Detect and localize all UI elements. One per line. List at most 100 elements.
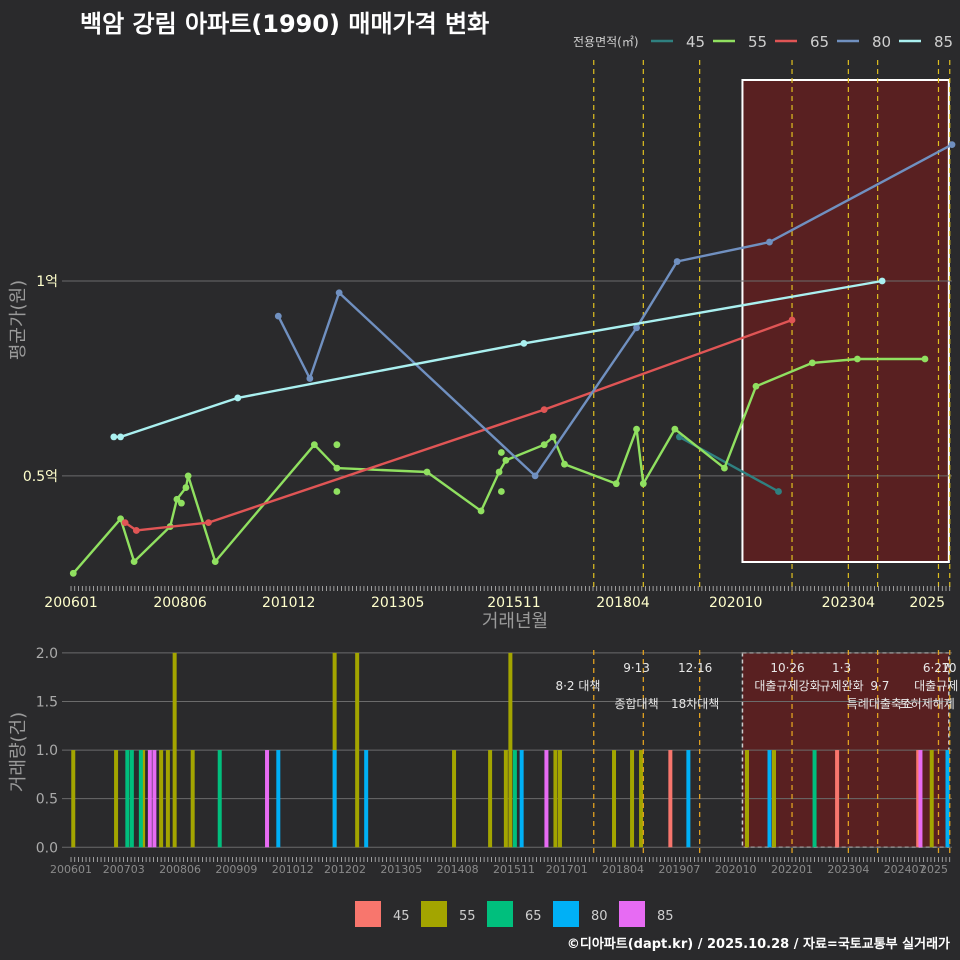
volume-bar-55 xyxy=(508,652,513,848)
x-tick-label: 202010 xyxy=(709,595,762,611)
volume-bar-45 xyxy=(835,750,840,848)
highlight-region xyxy=(741,79,950,563)
data-point-55 xyxy=(117,515,124,523)
data-point-65 xyxy=(788,316,796,324)
y-axis-title: 평균가(원) xyxy=(8,280,29,360)
data-point-55 xyxy=(502,456,510,464)
policy-label: 1·3 xyxy=(832,661,851,675)
y-tick-label: 0.5억 xyxy=(23,469,58,485)
data-point-55 xyxy=(721,464,728,472)
volume-bar-85 xyxy=(147,750,152,848)
legend-label-80: 80 xyxy=(591,909,608,924)
data-point-55 xyxy=(853,355,861,363)
data-point-55 xyxy=(633,425,640,433)
y-tick-label: 1.5 xyxy=(36,694,58,710)
volume-bar-65 xyxy=(125,750,130,848)
policy-label: 10·26 xyxy=(770,661,804,675)
data-point-45 xyxy=(775,488,782,495)
volume-bar-55 xyxy=(488,750,493,848)
volume-bar-55 xyxy=(71,750,76,848)
legend-swatch-65 xyxy=(487,901,513,927)
x-axis-title: 거래년월 xyxy=(482,611,548,632)
volume-bar-80 xyxy=(332,750,337,848)
data-point-55 xyxy=(310,441,318,449)
data-point-80 xyxy=(531,472,539,480)
data-point-80 xyxy=(948,141,956,149)
volume-bar-45 xyxy=(916,750,921,848)
data-point-55 xyxy=(639,480,647,488)
legend-label-80: 80 xyxy=(872,33,891,51)
policy-label: 특례대출축소 xyxy=(847,697,913,711)
data-point-55 xyxy=(540,441,548,449)
data-point-55 xyxy=(178,499,185,507)
x-tick-label: 201202 xyxy=(324,863,366,876)
volume-bar-65 xyxy=(217,750,222,848)
volume-bar-85 xyxy=(918,750,923,848)
volume-bar-55 xyxy=(452,750,457,848)
volume-bar-80 xyxy=(276,750,281,848)
data-point-65 xyxy=(205,519,212,527)
policy-label: 대출규제강화 xyxy=(754,679,820,693)
legend-swatch-85 xyxy=(619,901,645,927)
data-point-80 xyxy=(306,375,314,382)
data-point-55 xyxy=(130,558,138,566)
data-point-80 xyxy=(274,312,282,320)
data-point-55 xyxy=(333,488,341,495)
volume-bar-85 xyxy=(544,750,549,848)
data-point-55 xyxy=(69,569,77,577)
volume-bar-55 xyxy=(159,750,164,848)
policy-label: 9·7 xyxy=(870,679,889,693)
x-tick-label: 201701 xyxy=(546,863,588,876)
data-point-80 xyxy=(673,258,681,265)
data-point-65 xyxy=(121,519,129,527)
legend-swatch-80 xyxy=(553,901,579,927)
legend-label-45: 45 xyxy=(393,909,410,924)
policy-label: 18차대책 xyxy=(671,696,719,711)
x-tick-label: 202304 xyxy=(827,863,869,876)
y-tick-label: 1.0 xyxy=(36,743,58,759)
legend-label-45: 45 xyxy=(686,33,705,51)
x-tick-label: 202201 xyxy=(771,863,813,876)
volume-bar-55 xyxy=(165,750,170,848)
volume-bar-55 xyxy=(639,750,644,848)
volume-chart: 0.0 0.5 1.0 1.5 2.0 8·2 대책 9·13 종합대책 12·16 18차대책 1… xyxy=(8,646,958,876)
policy-label: 종합대책 xyxy=(614,696,658,711)
volume-bar-55 xyxy=(630,750,635,848)
volume-bar-55 xyxy=(772,750,776,848)
volume-bar-55 xyxy=(114,750,119,848)
volume-bar-55 xyxy=(141,750,146,848)
volume-bar-65 xyxy=(812,750,817,848)
x-tick-label: 201305 xyxy=(371,595,424,611)
data-point-55 xyxy=(671,425,679,433)
chart-title: 백암 강림 아파트(1990) 매매가격 변화 xyxy=(80,10,490,38)
data-point-85 xyxy=(234,394,242,402)
legend-title: 전용면적(㎡) xyxy=(573,35,639,49)
volume-bar-65 xyxy=(129,750,134,848)
legend-label-85: 85 xyxy=(934,33,953,51)
legend-label-65: 65 xyxy=(810,33,829,51)
x-tick-label: 2025 xyxy=(920,863,948,876)
volume-bar-55 xyxy=(744,750,749,848)
volume-bar-55 xyxy=(612,750,617,848)
data-point-80 xyxy=(633,324,640,332)
volume-bar-80 xyxy=(364,750,369,848)
data-point-55 xyxy=(549,433,557,441)
data-point-55 xyxy=(612,480,620,488)
legend-label-55: 55 xyxy=(459,909,476,924)
y-tick-label: 0.0 xyxy=(36,840,58,856)
volume-bar-55 xyxy=(503,750,508,848)
volume-bar-55 xyxy=(929,750,934,848)
x-tick-label: 202010 xyxy=(715,863,757,876)
legend: 전용면적(㎡) 45 55 65 80 85 45 55 65 80 85 xyxy=(355,33,953,927)
policy-label: 8·2 대책 xyxy=(555,678,600,693)
policy-label: 토허제해제 xyxy=(900,697,955,711)
data-point-55 xyxy=(333,441,341,449)
footer-credit: ©디아파트(dapt.kr) / 2025.10.28 / 자료=국토교통부 실… xyxy=(566,937,950,952)
y-tick-label: 0.5 xyxy=(36,792,58,808)
y-tick-label: 1억 xyxy=(36,274,58,290)
volume-bar-55 xyxy=(557,750,562,848)
price-chart: 0.5억 1억 200601 200806 201012 201305 201511 2018… xyxy=(8,60,956,632)
volume-bar-55 xyxy=(190,750,195,848)
volume-bar-85 xyxy=(265,750,270,848)
